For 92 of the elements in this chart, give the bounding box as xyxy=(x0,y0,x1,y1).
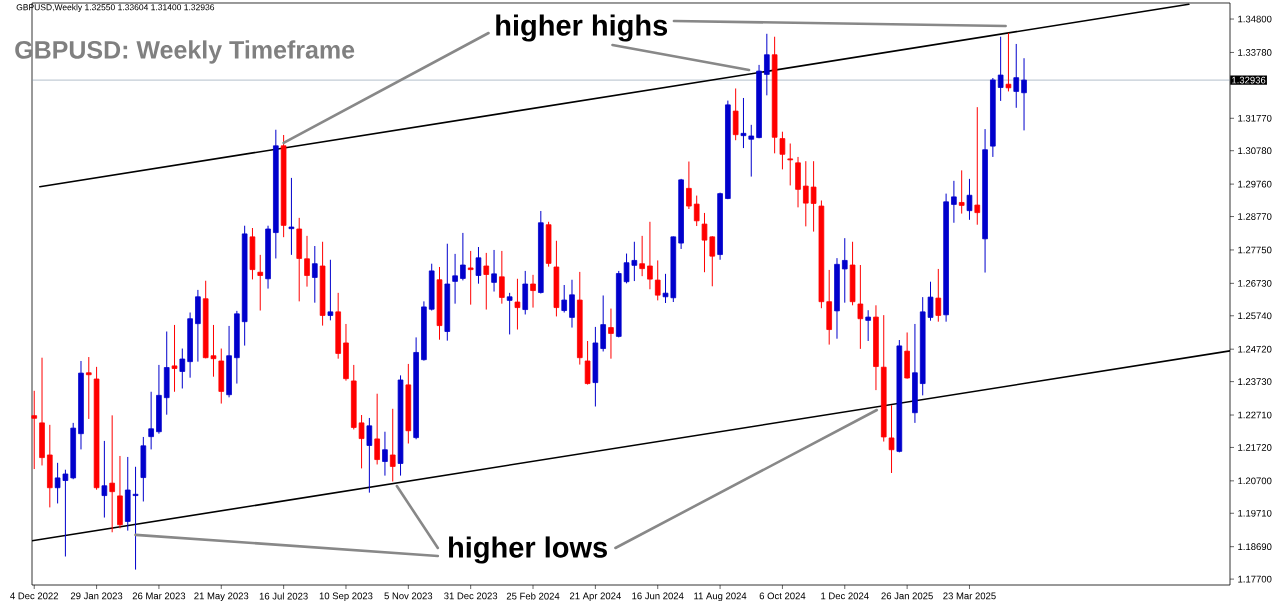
x-tick-label: 21 Apr 2024 xyxy=(569,592,621,602)
candlestick xyxy=(171,324,178,393)
y-tick-label: 1.31770 xyxy=(1238,114,1272,122)
x-tick-label: 26 Mar 2023 xyxy=(132,592,186,600)
x-tick-label: 26 Jan 2025 xyxy=(881,592,933,600)
x-tick-label: 1 Dec 2024 xyxy=(821,592,869,600)
y-tick-label: 1.23730 xyxy=(1238,378,1272,385)
chart-subtitle: GBPUSD,Weekly 1.32550 1.33604 1.31400 1.32936 xyxy=(16,4,215,12)
y-tick-label: 1.17700 xyxy=(1238,575,1272,583)
x-tick-label: 31 Dec 2023 xyxy=(444,592,498,600)
x-tick-label: 5 Nov 2023 xyxy=(384,592,433,600)
candlestick xyxy=(304,235,310,288)
candlestick xyxy=(467,250,474,306)
candlestick xyxy=(374,393,380,465)
candlestick xyxy=(654,259,661,301)
candlestick xyxy=(857,264,864,350)
candlestick xyxy=(974,106,981,226)
candlestick xyxy=(460,232,466,281)
candlestick xyxy=(841,237,848,304)
x-tick-label: 10 Sep 2023 xyxy=(319,592,373,602)
candlestick xyxy=(787,143,794,186)
candlestick xyxy=(600,294,606,352)
y-tick-label: 1.24720 xyxy=(1238,345,1272,353)
candlestick xyxy=(288,177,295,256)
annotation: higher highs xyxy=(496,14,668,42)
candlestick xyxy=(382,431,388,477)
x-tick-label: 25 Feb 2024 xyxy=(506,592,560,600)
candlestick xyxy=(958,169,965,215)
x-tick-label: 29 Jan 2023 xyxy=(70,592,123,600)
candlestick xyxy=(530,274,536,309)
candlestick xyxy=(693,195,700,227)
y-tick-label: 1.20700 xyxy=(1238,477,1272,485)
candlestick xyxy=(483,252,490,311)
y-tick-label: 1.25740 xyxy=(1238,312,1272,320)
candlestick xyxy=(101,440,108,519)
y-tick-label: 1.29760 xyxy=(1238,180,1272,188)
candlestick xyxy=(312,245,318,304)
candlestick xyxy=(647,221,653,290)
candlestick xyxy=(764,33,770,96)
candlestick xyxy=(506,292,513,335)
y-tick-label: 1.27750 xyxy=(1238,246,1272,254)
y-tick-label: 1.28770 xyxy=(1238,213,1272,220)
y-tick-label: 1.34800 xyxy=(1238,15,1272,23)
x-tick-label: 23 Mar 2025 xyxy=(943,592,996,600)
candlestick xyxy=(327,259,334,321)
candlestick xyxy=(389,408,396,482)
annotation: higher lows xyxy=(449,536,607,564)
candlestick xyxy=(608,308,614,360)
candlestick xyxy=(31,390,38,470)
candlestick xyxy=(569,279,575,329)
candlestick xyxy=(1021,57,1027,131)
candlestick xyxy=(179,348,186,389)
y-tick-label: 1.30780 xyxy=(1238,147,1272,155)
candlestick xyxy=(561,284,567,313)
ref-line-label: 1.32936 xyxy=(1232,76,1266,84)
candlestick xyxy=(997,36,1004,102)
y-tick-label: 1.33780 xyxy=(1238,49,1272,56)
candlestick xyxy=(358,414,365,469)
candlestick xyxy=(1005,32,1012,92)
x-tick-label: 11 Aug 2024 xyxy=(694,592,747,602)
candlestick xyxy=(257,254,264,312)
candlestick xyxy=(514,278,521,331)
candlestick xyxy=(966,178,973,221)
candlestick xyxy=(779,131,786,170)
y-tick-label: 1.21720 xyxy=(1238,444,1272,451)
candlestick xyxy=(639,235,645,277)
candlestick xyxy=(810,160,817,233)
candlestick xyxy=(584,340,591,386)
candlestick xyxy=(865,309,871,342)
x-tick-label: 16 Jul 2023 xyxy=(259,592,308,600)
y-tick-label: 1.26730 xyxy=(1238,279,1272,287)
candlestick xyxy=(366,417,373,494)
x-tick-label: 21 May 2023 xyxy=(194,592,249,602)
candlestick xyxy=(148,391,154,450)
candlestick xyxy=(475,246,482,285)
candlestick xyxy=(732,87,739,141)
candlestick xyxy=(686,161,692,210)
x-tick-label: 4 Dec 2022 xyxy=(10,592,59,600)
y-tick-label: 1.18690 xyxy=(1238,543,1272,551)
candlestick xyxy=(935,268,942,323)
x-tick-label: 16 Jun 2024 xyxy=(632,592,684,600)
candlestick xyxy=(452,253,458,305)
y-tick-label: 1.22710 xyxy=(1238,411,1272,419)
candlestick xyxy=(499,250,505,305)
candlestick xyxy=(803,160,809,227)
candlestick xyxy=(109,414,115,533)
x-tick-label: 6 Oct 2024 xyxy=(759,592,806,600)
candlestick xyxy=(951,180,957,224)
candlestick xyxy=(85,356,92,420)
y-tick-label: 1.19710 xyxy=(1238,509,1272,517)
candlestick xyxy=(491,249,497,293)
candlestick xyxy=(1013,43,1020,109)
